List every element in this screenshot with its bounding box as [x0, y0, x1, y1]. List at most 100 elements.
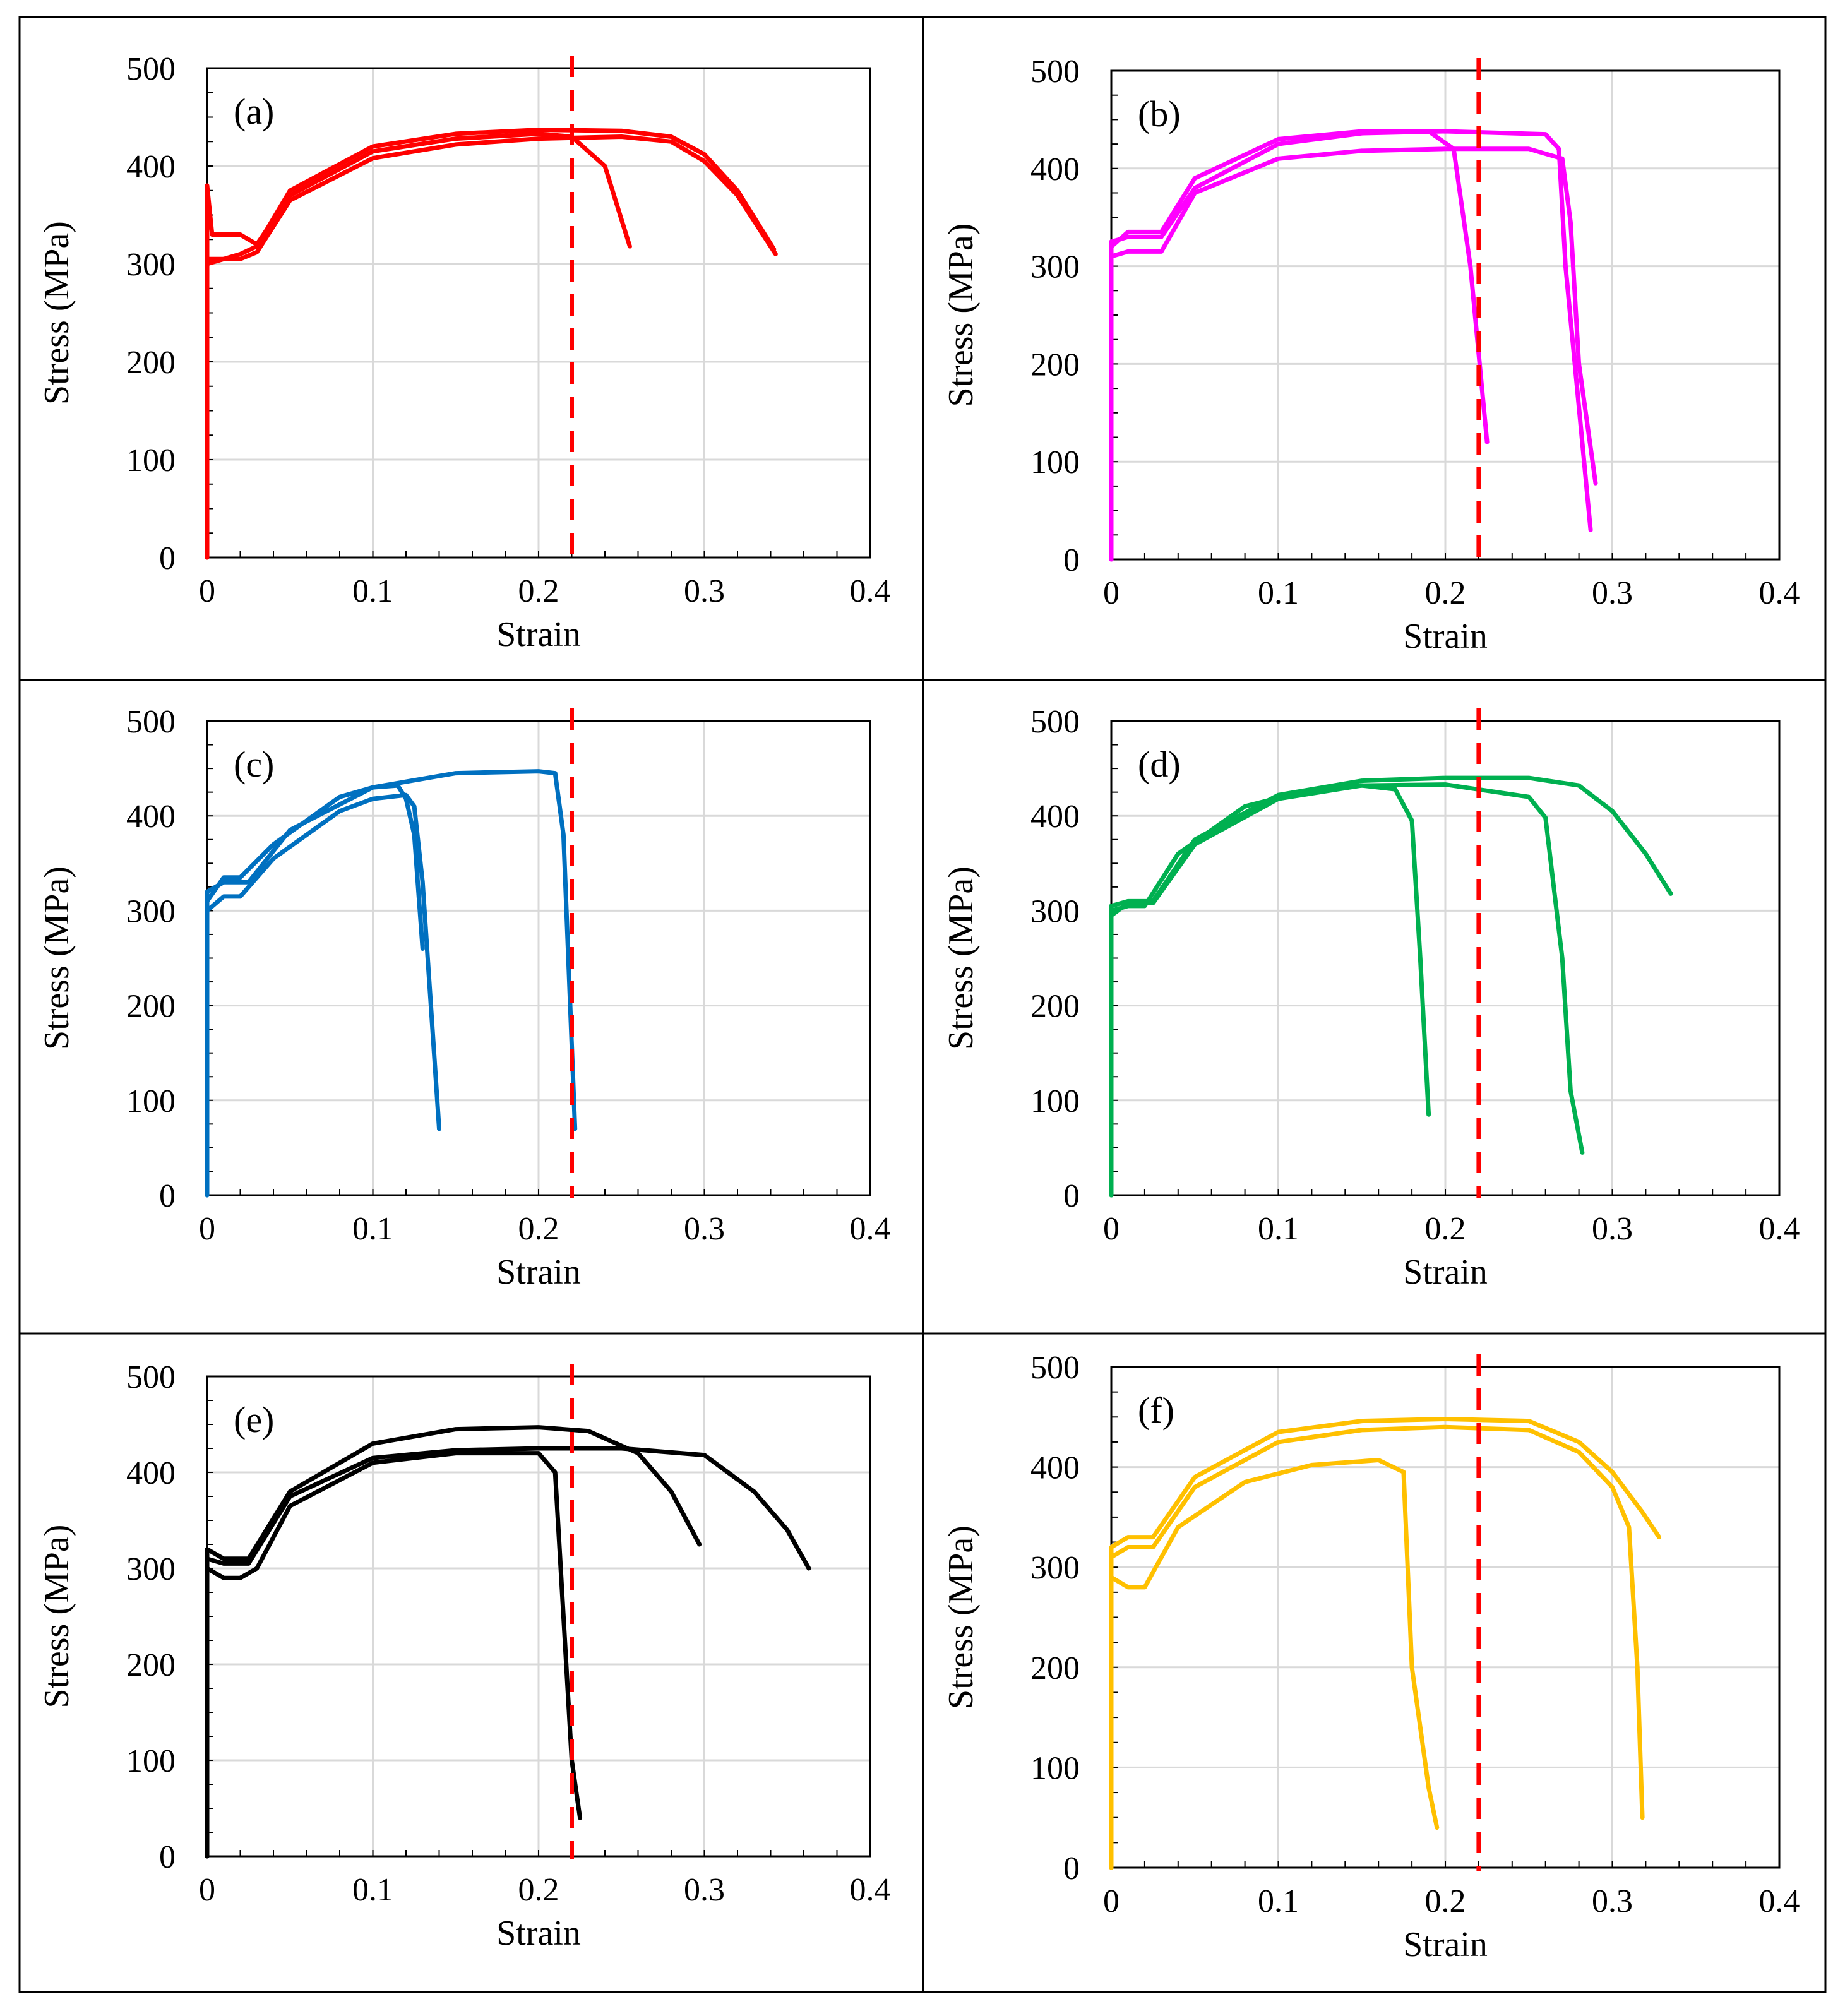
panel-c-series-3: [205, 769, 578, 1198]
panel-e-y-tick-label: 0: [159, 1839, 176, 1875]
panel-a-y-tick-label: 500: [126, 51, 176, 87]
panel-f-y-tick-label: 500: [1030, 1350, 1080, 1386]
panel-e-x-tick-label: 0.1: [352, 1872, 393, 1908]
panel-f: 0 0.1 0.2 0.3 0.4 0 100 200 300 400 500 Strain Stres…: [941, 1350, 1800, 1964]
panel-d-x-tick-label: 0.3: [1592, 1211, 1633, 1247]
panel-b-label: (b): [1138, 93, 1181, 134]
panel-d-x-tick-label: 0: [1103, 1211, 1120, 1247]
panel-a-y-axis-title: Stress (MPa): [37, 221, 76, 405]
panel-c-y-tick-label: 100: [126, 1083, 176, 1119]
panel-c-y-tick-label: 0: [159, 1178, 176, 1214]
panel-b-y-axis-title: Stress (MPa): [941, 224, 981, 407]
panel-e-x-tick-label: 0.3: [684, 1872, 725, 1908]
panel-c-y-tick-label: 400: [126, 799, 176, 835]
panel-d-x-axis-title: Strain: [1403, 1253, 1488, 1292]
panel-a-x-tick-label: 0.4: [850, 573, 891, 609]
panel-b-x-tick-label: 0.1: [1258, 575, 1299, 611]
panel-c-x-tick-label: 0.3: [684, 1211, 725, 1247]
panel-b-x-tick-label: 0: [1103, 575, 1120, 611]
panel-f-x-tick-label: 0.1: [1258, 1883, 1299, 1919]
panel-d-y-axis-title: Stress (MPa): [941, 866, 981, 1050]
panel-c-y-tick-label: 200: [126, 989, 176, 1025]
panel-a-x-axis-title: Strain: [496, 615, 581, 654]
panel-c-x-tick-label: 0.4: [850, 1211, 891, 1247]
panel-b-y-tick-label: 400: [1030, 152, 1080, 188]
panel-f-series-1: [1109, 1458, 1440, 1870]
panel-b-series-3: [1109, 129, 1593, 562]
panel-b-y-tick-label: 500: [1030, 54, 1080, 90]
panel-d-x-tick-label: 0.1: [1258, 1211, 1299, 1247]
panel-b-x-tick-label: 0.3: [1592, 575, 1633, 611]
panel-d-y-tick-label: 100: [1030, 1083, 1080, 1119]
panel-b-y-tick-label: 200: [1030, 347, 1080, 383]
panel-c-label: (c): [234, 744, 274, 785]
panel-e-y-tick-label: 200: [126, 1647, 176, 1683]
panel-e-y-axis-title: Stress (MPa): [37, 1525, 76, 1709]
panel-b-y-tick-label: 300: [1030, 249, 1080, 285]
panel-a-series-3: [205, 128, 777, 560]
panel-b: 0 0.1 0.2 0.3 0.4 0 100 200 300 400 500 Strain Stres…: [941, 54, 1800, 656]
panel-f-y-tick-label: 100: [1030, 1750, 1080, 1786]
panel-c-x-axis-title: Strain: [496, 1253, 581, 1292]
panel-b-x-tick-label: 0.4: [1759, 575, 1800, 611]
panel-f-x-tick-label: 0.4: [1759, 1883, 1800, 1919]
panel-b-x-axis-title: Strain: [1403, 617, 1488, 656]
panel-a-y-tick-label: 400: [126, 149, 176, 185]
panel-d: 0 0.1 0.2 0.3 0.4 0 100 200 300 400 500 Strain Stres…: [941, 704, 1800, 1292]
panel-d-x-tick-label: 0.2: [1425, 1211, 1466, 1247]
panel-c-x-tick-label: 0.2: [518, 1211, 559, 1247]
panel-f-y-tick-label: 200: [1030, 1650, 1080, 1686]
panel-d-label: (d): [1138, 744, 1181, 785]
panel-f-x-tick-label: 0.2: [1425, 1883, 1466, 1919]
panel-e-y-tick-label: 400: [126, 1455, 176, 1491]
panel-c-y-axis-title: Stress (MPa): [37, 866, 76, 1050]
panel-d-y-tick-label: 200: [1030, 989, 1080, 1025]
panel-a-y-tick-label: 300: [126, 247, 176, 283]
panel-a-y-tick-label: 0: [159, 540, 176, 576]
panel-e-y-tick-label: 500: [126, 1359, 176, 1395]
panel-e: 0 0.1 0.2 0.3 0.4 0 100 200 300 400 500 Strain Stres…: [37, 1359, 891, 1953]
panel-e-series-3: [205, 1446, 811, 1859]
panel-f-y-tick-label: 400: [1030, 1450, 1080, 1486]
panel-d-x-tick-label: 0.4: [1759, 1211, 1800, 1247]
panel-b-y-tick-label: 100: [1030, 444, 1080, 480]
panel-c-series-2: [205, 792, 441, 1198]
panel-e-x-tick-label: 0.4: [850, 1872, 891, 1908]
panel-d-y-tick-label: 500: [1030, 704, 1080, 740]
panel-c-y-tick-label: 300: [126, 893, 176, 929]
panel-a: 0 0.1 0.2 0.3 0.4 0 100 200 300 400 500 Strain Stres…: [37, 51, 891, 654]
panel-b-y-tick-label: 0: [1063, 542, 1080, 578]
panel-c: 0 0.1 0.2 0.3 0.4 0 100 200 300 400 500 Strain Stres…: [37, 704, 891, 1292]
panel-a-label: (a): [234, 91, 274, 132]
panel-e-label: (e): [234, 1399, 274, 1440]
panel-a-y-tick-label: 100: [126, 443, 176, 479]
panel-f-y-tick-label: 300: [1030, 1550, 1080, 1586]
panel-e-y-tick-label: 100: [126, 1743, 176, 1779]
panel-a-x-tick-label: 0: [199, 573, 215, 609]
panel-b-x-tick-label: 0.2: [1425, 575, 1466, 611]
panel-e-series-2: [205, 1451, 583, 1859]
panel-f-series-2: [1109, 1417, 1662, 1870]
panel-c-x-tick-label: 0.1: [352, 1211, 393, 1247]
panel-f-x-axis-title: Strain: [1403, 1925, 1488, 1964]
panel-e-y-tick-label: 300: [126, 1551, 176, 1587]
panel-a-x-tick-label: 0.3: [684, 573, 725, 609]
panel-d-y-tick-label: 0: [1063, 1178, 1080, 1214]
panel-a-x-tick-label: 0.1: [352, 573, 393, 609]
panel-f-x-tick-label: 0: [1103, 1883, 1120, 1919]
panel-b-series-2: [1109, 146, 1598, 562]
panel-c-y-tick-label: 500: [126, 704, 176, 740]
panel-e-x-tick-label: 0: [199, 1872, 215, 1908]
panel-e-x-axis-title: Strain: [496, 1914, 581, 1953]
panel-a-series-1: [205, 131, 632, 560]
panel-a-series-2: [205, 134, 778, 560]
panel-f-series-3: [1109, 1424, 1645, 1870]
panel-e-x-tick-label: 0.2: [518, 1872, 559, 1908]
panel-a-x-tick-label: 0.2: [518, 573, 559, 609]
panel-a-y-tick-label: 200: [126, 345, 176, 381]
panel-f-x-tick-label: 0.3: [1592, 1883, 1633, 1919]
panel-f-y-axis-title: Stress (MPa): [941, 1525, 981, 1709]
panel-f-label: (f): [1138, 1390, 1174, 1431]
panel-d-y-tick-label: 400: [1030, 799, 1080, 835]
panel-c-x-tick-label: 0: [199, 1211, 215, 1247]
